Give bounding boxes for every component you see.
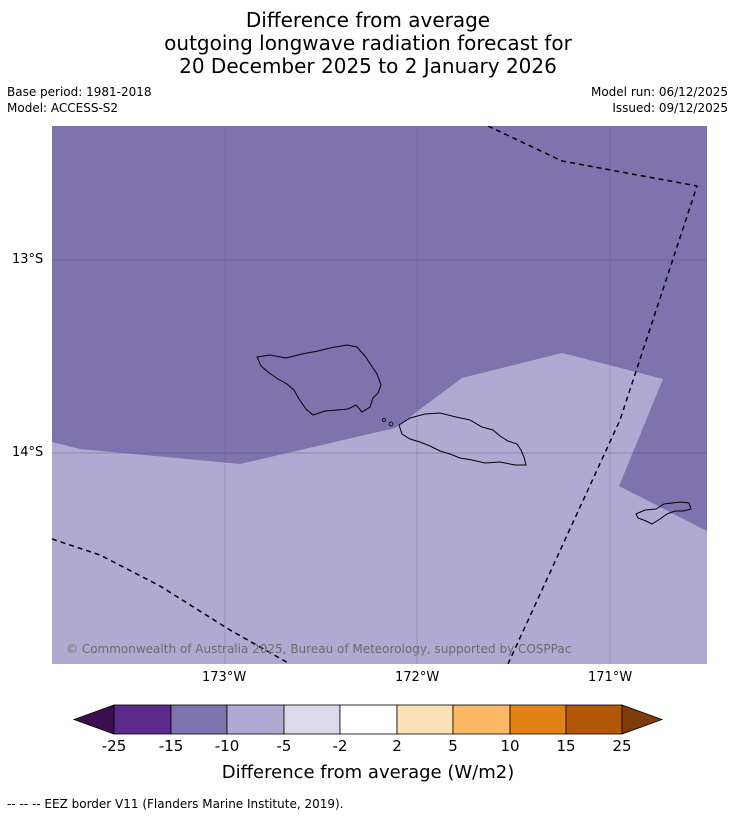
colorbar-bin <box>509 704 567 735</box>
colorbar-bin <box>396 704 454 735</box>
island-savaii <box>256 344 382 416</box>
colorbar-tick-label: 10 <box>500 737 520 755</box>
colorbar-tick-label: -10 <box>214 737 240 755</box>
island-manono <box>388 421 394 427</box>
lon-label-172w: 172°W <box>395 670 440 685</box>
lon-label-173w: 173°W <box>202 670 247 685</box>
colorbar-bin <box>170 704 228 735</box>
island-upolu <box>398 412 527 466</box>
model-run: Model run: 06/12/2025 <box>590 85 728 99</box>
colorbar-tick-label: 15 <box>556 737 576 755</box>
colorbar-tick-label: -2 <box>332 737 348 755</box>
colorbar-bin <box>339 704 398 735</box>
colorbar-bin <box>226 704 285 735</box>
eez-border-north <box>487 126 698 664</box>
issued-date: Issued: 09/12/2025 <box>612 101 728 115</box>
colorbar-tick-label: 25 <box>612 737 632 755</box>
lon-label-171w: 171°W <box>588 670 633 685</box>
colorbar <box>72 704 664 735</box>
colorbar-extend-max <box>621 704 664 735</box>
meta-left: Base period: 1981-2018 Model: ACCESS-S2 <box>7 84 152 116</box>
colorbar-bin <box>452 704 511 735</box>
copyright-notice: © Commonwealth of Australia 2025, Bureau… <box>66 642 572 656</box>
map-title-line-3: 20 December 2025 to 2 January 2026 <box>179 54 557 78</box>
map-area <box>52 126 707 664</box>
island-tutuila <box>635 501 692 525</box>
colorbar-bin <box>565 704 623 735</box>
colorbar-title: Difference from average (W/m2) <box>221 762 515 783</box>
map-title-line-2: outgoing longwave radiation forecast for <box>164 31 572 55</box>
meta-right: Model run: 06/12/2025 Issued: 09/12/2025 <box>591 84 728 116</box>
colorbar-tick-label: -15 <box>158 737 184 755</box>
base-period: Base period: 1981-2018 <box>7 85 152 99</box>
colorbar-extend-min <box>72 704 115 735</box>
lat-label-13s: 13°S <box>12 252 44 267</box>
colorbar-tick-label: 2 <box>392 737 402 755</box>
colorbar-bin <box>113 704 172 735</box>
lat-label-14s: 14°S <box>12 445 44 460</box>
map-title-line-1: Difference from average <box>245 8 491 32</box>
eez-footnote: -- -- -- EEZ border V11 (Flanders Marine… <box>7 797 344 811</box>
colorbar-tick-label: 5 <box>448 737 458 755</box>
island-apolima <box>382 418 386 422</box>
colorbar-bin <box>283 704 341 735</box>
colorbar-tick-label: -25 <box>101 737 127 755</box>
eez-border-southwest <box>52 538 291 664</box>
colorbar-tick-label: -5 <box>276 737 292 755</box>
model-name: Model: ACCESS-S2 <box>7 101 119 115</box>
